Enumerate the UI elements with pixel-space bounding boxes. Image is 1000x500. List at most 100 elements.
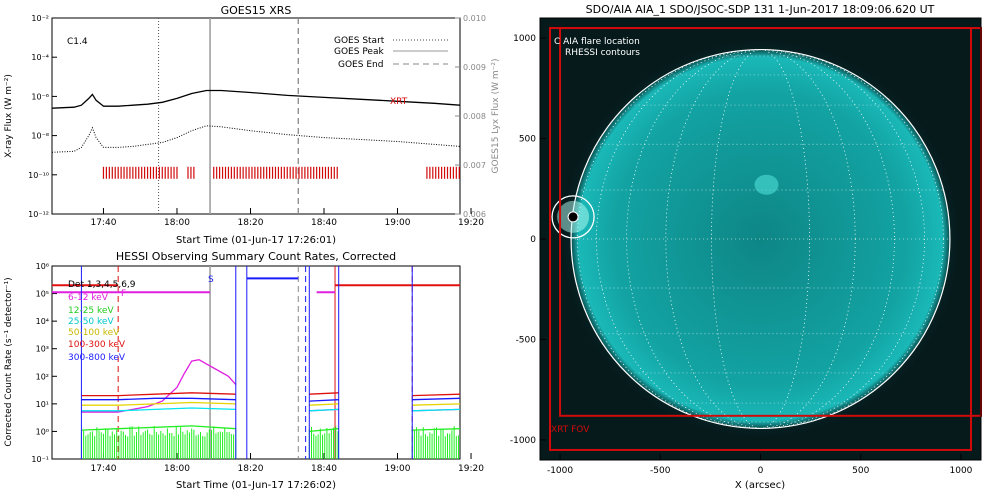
xrt-label: XRT xyxy=(390,97,408,107)
goes-x-tick-label: 18:20 xyxy=(238,218,264,228)
goes-title: GOES15 XRS xyxy=(221,4,292,17)
legend-goes-end: GOES End xyxy=(338,60,383,70)
aia-x-tick-label: 0 xyxy=(758,466,764,476)
goes-ylabel: X-ray Flux (W m⁻²) xyxy=(4,74,14,158)
legend-50-100: 50-100 keV xyxy=(68,328,120,338)
hessi-detectors-label: Det 1,3,4,5,6,9 xyxy=(68,280,136,290)
hessi-series-line xyxy=(81,401,236,406)
hessi-y-tick-label: 10⁵ xyxy=(36,290,49,299)
hessi-ylabel: Corrected Count Rate (s⁻¹ detector⁻¹) xyxy=(4,277,14,446)
legend-goes-start: GOES Start xyxy=(334,36,385,46)
aia-title: SDO/AIA AIA_1 SDO/JSOC-SDP 131 1-Jun-201… xyxy=(586,3,935,16)
goes-legend: GOES Start GOES Peak GOES End xyxy=(334,36,448,70)
aia-y-tick-label: -500 xyxy=(516,335,537,345)
aia-x-tick-label: 1000 xyxy=(950,466,973,476)
goes-y-tick-label: 10⁻¹² xyxy=(28,210,49,219)
aia-y-tick-label: 0 xyxy=(530,235,536,245)
hessi-x-tick-label: 17:40 xyxy=(90,464,116,474)
hessi-series-line xyxy=(81,407,236,412)
goes-axes-frame xyxy=(51,17,461,215)
hessi-plot-area xyxy=(52,266,460,459)
goes-long-channel-line xyxy=(52,89,460,109)
legend-100-300: 100-300 keV xyxy=(68,340,126,350)
goes-x-tick-label: 18:00 xyxy=(164,218,190,228)
hessi-y-tick-label: 10² xyxy=(36,372,49,381)
goes-y-ticks: 10⁻¹² 10⁻¹⁰ 10⁻⁸ 10⁻⁶ 10⁻⁴ 10⁻² xyxy=(28,14,57,219)
hessi-x-ticks: 17:40 18:00 18:20 18:40 19:00 19:20 xyxy=(90,453,484,474)
goes-right-y-tick-label: 0.008 xyxy=(463,112,486,121)
sun-longitude-line xyxy=(626,49,895,429)
goes-y-tick-label: 10⁻¹⁰ xyxy=(28,171,49,180)
goes-right-y-tick-label: 0.006 xyxy=(463,210,486,219)
goes-y-tick-label: 10⁻⁸ xyxy=(31,132,49,141)
aia-x-tick-label: -500 xyxy=(650,466,671,476)
hessi-series-line xyxy=(412,408,460,412)
legend-6-12: 6-12 keV xyxy=(68,293,109,303)
goes-x-tick-label: 19:20 xyxy=(458,218,484,228)
aia-flare-marker xyxy=(567,211,579,223)
aia-annotation-xrt: XRT FOV xyxy=(551,425,590,435)
goes-x-tick-label: 19:00 xyxy=(385,218,411,228)
legend-25-50: 25-50 keV xyxy=(68,317,114,327)
goes-panel: GOES15 XRS 10⁻¹² 10⁻¹⁰ 10⁻⁸ 10⁻⁶ 10⁻⁴ 10⁻² 0.… xyxy=(4,4,501,246)
goes-x-ticks: 17:40 18:00 18:20 18:40 19:00 19:20 xyxy=(90,208,484,228)
legend-goes-peak: GOES Peak xyxy=(334,47,384,57)
legend-12-25: 12-25 keV xyxy=(68,306,114,316)
hessi-series-line xyxy=(81,425,236,431)
aia-y-tick-label: 1000 xyxy=(513,34,536,44)
aia-panel: SDO/AIA AIA_1 SDO/JSOC-SDP 131 1-Jun-201… xyxy=(510,3,983,491)
legend-300-800: 300-800 keV xyxy=(68,353,126,363)
hessi-y-tick-label: 10⁴ xyxy=(36,317,49,326)
hessi-y-ticks: 10⁻¹ 10⁰ 10¹ 10² 10³ 10⁴ 10⁵ 10⁶ xyxy=(31,262,57,464)
hessi-y-tick-label: 10³ xyxy=(36,345,49,354)
goes-plot-area xyxy=(52,18,460,214)
hessi-x-tick-label: 18:20 xyxy=(238,464,264,474)
hessi-series-line xyxy=(309,428,339,433)
hessi-x-tick-label: 18:40 xyxy=(311,464,337,474)
hessi-series-line xyxy=(412,393,460,397)
hessi-y-tick-label: 10⁰ xyxy=(36,427,49,436)
goes-annotation: C1.4 xyxy=(67,37,88,47)
aia-annotation-flare: C AIA flare location xyxy=(554,37,640,47)
goes-right-y-tick-label: 0.010 xyxy=(463,14,486,23)
hessi-y-tick-label: 10⁶ xyxy=(36,262,49,271)
goes-x-tick-label: 17:40 xyxy=(90,218,116,228)
goes-y-tick-label: 10⁻⁴ xyxy=(31,53,49,62)
aia-y-tick-label: -1000 xyxy=(510,436,536,446)
hessi-title: HESSI Observing Summary Count Rates, Cor… xyxy=(116,250,396,263)
goes-short-channel-line xyxy=(52,125,460,153)
sun-longitude-line xyxy=(665,49,856,429)
active-region xyxy=(754,174,779,195)
aia-xlabel: X (arcsec) xyxy=(735,480,785,491)
rhessi-contour xyxy=(551,195,595,239)
hessi-series-line xyxy=(309,399,339,402)
hessi-xlabel: Start Time (01-Jun-17 17:26:02) xyxy=(176,480,336,491)
goes-ylabel-right: GOES15 Lyx Flux (W m⁻²) xyxy=(491,59,501,174)
aia-annotation-rhessi: RHESSI contours xyxy=(565,48,640,58)
goes-xlabel: Start Time (01-Jun-17 17:26:01) xyxy=(176,235,336,246)
hessi-series-line xyxy=(412,397,460,401)
sun-limb xyxy=(570,48,951,430)
aia-y-tick-label: 500 xyxy=(519,135,536,145)
hessi-series-line xyxy=(309,408,339,412)
hessi-series-line xyxy=(412,428,460,431)
hessi-panel: HESSI Observing Summary Count Rates, Cor… xyxy=(4,250,484,491)
goes-right-y-ticks: 0.006 0.007 0.008 0.009 0.010 xyxy=(455,14,486,219)
goes-right-y-tick-label: 0.009 xyxy=(463,63,486,72)
goes-y-tick-label: 10⁻² xyxy=(31,14,49,23)
flag-label-s: S xyxy=(208,275,214,285)
goes-x-tick-label: 18:40 xyxy=(311,218,337,228)
hessi-series-line xyxy=(81,392,236,397)
flag-label-f: F xyxy=(121,289,126,299)
hessi-y-tick-label: 10¹ xyxy=(36,400,49,409)
hessi-x-tick-label: 19:00 xyxy=(385,464,411,474)
goes-y-tick-label: 10⁻⁶ xyxy=(31,92,49,101)
aia-ticks: -1000 -500 0 500 1000 -1000 -500 0 500 1000 xyxy=(510,34,973,476)
hessi-series-line xyxy=(309,403,339,406)
hessi-x-tick-label: 18:00 xyxy=(164,464,190,474)
aia-x-tick-label: 500 xyxy=(852,466,869,476)
goes-right-y-tick-label: 0.007 xyxy=(463,161,486,170)
hessi-axes-frame xyxy=(51,265,461,460)
aia-plot-area xyxy=(549,27,983,451)
